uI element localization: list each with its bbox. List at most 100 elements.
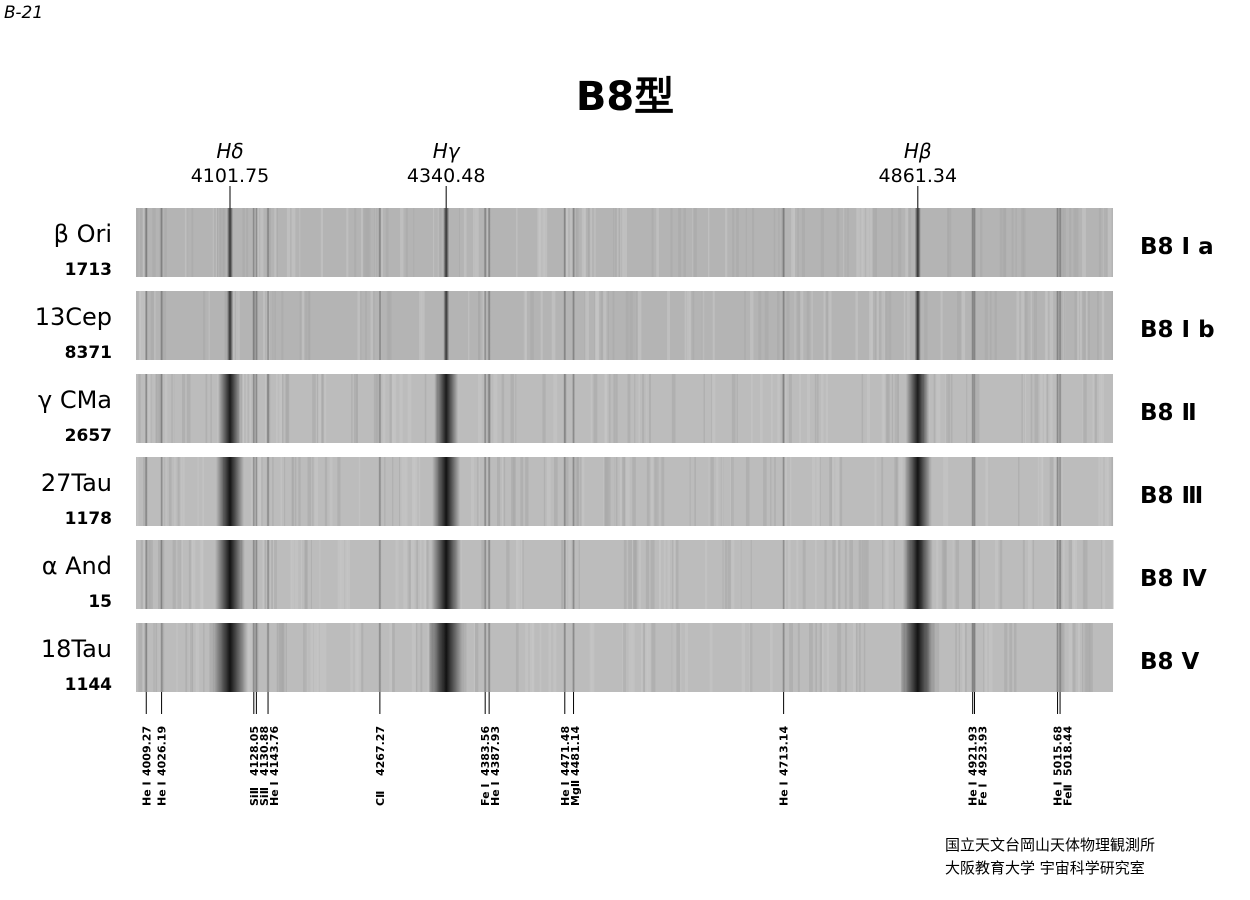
spectrum-texture bbox=[764, 291, 769, 360]
weak-line bbox=[782, 208, 786, 277]
spectrum-texture bbox=[1082, 208, 1086, 277]
spectrum-texture bbox=[242, 208, 245, 277]
spectrum-texture bbox=[615, 208, 618, 277]
spectrum-texture bbox=[1084, 540, 1088, 609]
spectrum-texture bbox=[839, 457, 843, 526]
hydrogen-absorption bbox=[905, 374, 930, 443]
spectrum-texture bbox=[672, 540, 676, 609]
spectrum-texture bbox=[816, 457, 820, 526]
spectrum-texture bbox=[392, 457, 394, 526]
weak-line bbox=[254, 457, 258, 526]
spectrum-texture bbox=[365, 291, 367, 360]
spectrum bbox=[136, 457, 1114, 526]
spectrum-texture bbox=[712, 291, 715, 360]
spectrum-texture bbox=[242, 374, 244, 443]
spectrum-texture bbox=[940, 291, 943, 360]
spectrum-texture bbox=[510, 374, 514, 443]
spectral-class: B8 Ⅴ bbox=[1140, 649, 1200, 675]
h-line-label: Hδ bbox=[216, 139, 243, 163]
weak-line bbox=[378, 457, 382, 526]
weak-line bbox=[487, 291, 491, 360]
spectrum-texture bbox=[304, 540, 308, 609]
spectrum-texture bbox=[276, 208, 278, 277]
spectrum-texture bbox=[374, 208, 376, 277]
spectrum-texture bbox=[637, 291, 642, 360]
spectrum-texture bbox=[515, 623, 519, 692]
spectrum-texture bbox=[906, 291, 910, 360]
spectrum-texture bbox=[1081, 623, 1084, 692]
spectrum-texture bbox=[355, 374, 358, 443]
spectrum-texture bbox=[354, 208, 357, 277]
weak-line bbox=[144, 623, 148, 692]
spectrum-texture bbox=[405, 457, 408, 526]
spectrum-texture bbox=[651, 457, 655, 526]
weak-line bbox=[144, 208, 148, 277]
spectrum-texture bbox=[244, 374, 247, 443]
weak-line bbox=[563, 540, 567, 609]
weak-line bbox=[487, 457, 491, 526]
spectrum-texture bbox=[438, 208, 442, 277]
spectrum-texture bbox=[209, 623, 212, 692]
spectrum-texture bbox=[155, 623, 158, 692]
spectrum-texture bbox=[1022, 540, 1025, 609]
spectrum-texture bbox=[1088, 291, 1090, 360]
spectrum-texture bbox=[901, 457, 903, 526]
line-label: SiⅡ 4128.05 bbox=[248, 726, 261, 806]
spectrum-texture bbox=[1094, 374, 1097, 443]
spectrum-texture bbox=[477, 374, 482, 443]
spectrum-texture bbox=[844, 208, 847, 277]
spectrum-texture bbox=[646, 374, 650, 443]
weak-line bbox=[972, 457, 976, 526]
spectrum-texture bbox=[1063, 208, 1066, 277]
spectrum-texture bbox=[415, 623, 418, 692]
spectrum-texture bbox=[740, 540, 742, 609]
spectrum-texture bbox=[863, 374, 865, 443]
h-line-label: Hβ bbox=[904, 139, 932, 163]
spectrum-texture bbox=[291, 208, 296, 277]
hydrogen-absorption bbox=[899, 623, 936, 692]
spectrum-texture bbox=[1077, 291, 1079, 360]
spectrum-texture bbox=[401, 374, 403, 443]
h-line-label: Hγ bbox=[433, 139, 461, 163]
weak-line bbox=[1056, 208, 1060, 277]
spectrum-texture bbox=[270, 540, 274, 609]
spectrum-texture bbox=[245, 374, 248, 443]
spectrum-texture bbox=[291, 540, 293, 609]
spectrum-texture bbox=[683, 208, 686, 277]
spectrum-texture bbox=[590, 208, 592, 277]
weak-line bbox=[782, 374, 786, 443]
weak-line bbox=[1056, 291, 1060, 360]
spectrum-texture bbox=[152, 208, 156, 277]
spectrum-texture bbox=[647, 374, 652, 443]
spectrum-texture bbox=[373, 374, 378, 443]
line-element: He Ⅰ bbox=[489, 781, 502, 806]
spectrum-texture bbox=[384, 457, 386, 526]
line-wavelength: 4921.93 bbox=[967, 726, 980, 776]
spectrum-texture bbox=[745, 208, 747, 277]
line-element: SiⅡ bbox=[248, 787, 261, 806]
weak-line bbox=[378, 374, 382, 443]
line-label: He Ⅰ 4713.14 bbox=[778, 726, 791, 806]
spectrum-texture bbox=[139, 291, 142, 360]
spectrum-texture bbox=[1048, 374, 1052, 443]
spectrum-texture bbox=[418, 457, 421, 526]
spectrum-texture bbox=[875, 208, 877, 277]
spectrum-texture bbox=[367, 208, 371, 277]
spectrum-texture bbox=[424, 540, 427, 609]
spectrum-texture bbox=[707, 208, 710, 277]
spectrum-texture bbox=[861, 374, 865, 443]
spectrum-texture bbox=[246, 623, 250, 692]
spectrum-texture bbox=[613, 374, 616, 443]
spectrum-texture bbox=[216, 208, 219, 277]
spectrum-texture bbox=[646, 457, 650, 526]
spectrum-texture bbox=[190, 623, 193, 692]
spectrum-texture bbox=[885, 291, 888, 360]
spectrum-texture bbox=[414, 623, 416, 692]
spectrum-texture bbox=[773, 208, 776, 277]
spectrum-texture bbox=[531, 623, 535, 692]
spectrum-texture bbox=[163, 291, 167, 360]
spectrum-texture bbox=[285, 623, 288, 692]
spectrum-texture bbox=[413, 457, 418, 526]
spectral-class: B8 Ⅰ b bbox=[1140, 317, 1215, 343]
